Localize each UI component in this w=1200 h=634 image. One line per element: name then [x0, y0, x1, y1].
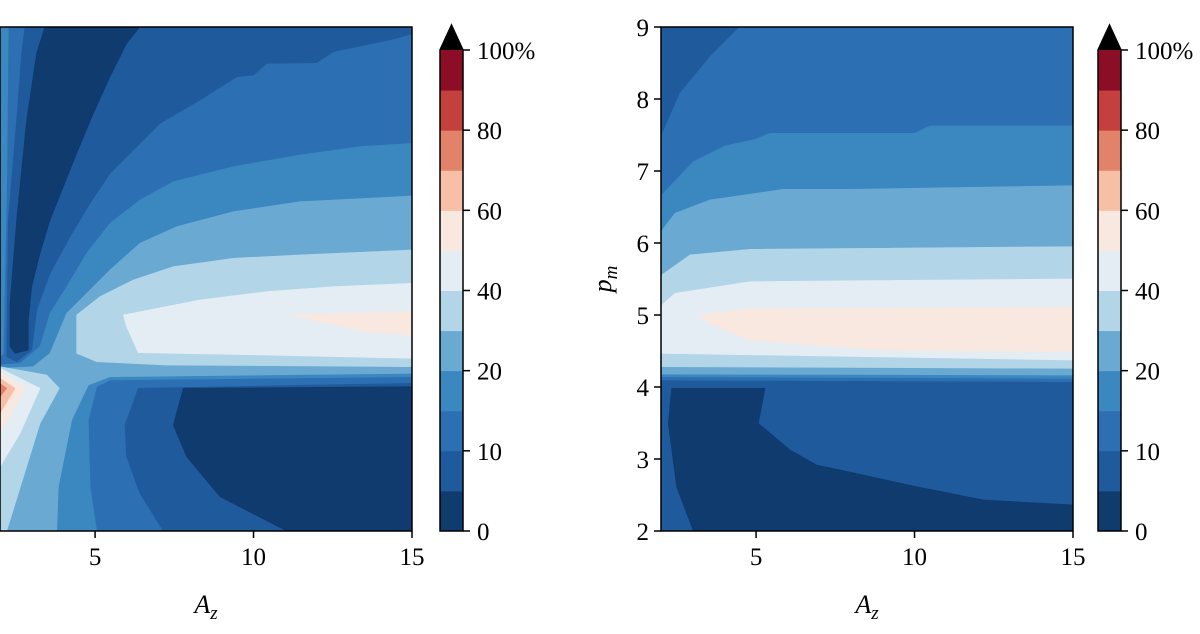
colorbar-segment-80-90: [1098, 90, 1121, 131]
colorbar-tick-label: 60: [1135, 198, 1160, 225]
colorbar-tick-label: 10: [1135, 439, 1160, 466]
y-tick-label: 2: [637, 519, 650, 546]
colorbar-segment-5-10: [440, 450, 463, 492]
colorbar-tick-label: 0: [1135, 519, 1148, 546]
colorbar-segment-5-10: [1098, 450, 1121, 492]
x-tick-label: 15: [400, 544, 425, 571]
y-tick-label: 8: [637, 87, 650, 114]
colorbar-segment-30-40: [440, 290, 463, 332]
colorbar-segment-0-5: [440, 490, 463, 532]
colorbar-tick-label: 20: [1135, 359, 1160, 386]
colorbar-segment-15-20: [1098, 370, 1121, 412]
colorbar-tick-label: 10: [477, 439, 502, 466]
x-tick-label: 10: [902, 544, 927, 571]
contour-band-0-5: [172, 386, 412, 531]
colorbar-segment-0-5: [1098, 490, 1121, 532]
colorbar-segment-90-100: [440, 50, 463, 91]
colorbar-segment-50-60: [440, 210, 463, 251]
colorbar-tick-label: 20: [477, 359, 502, 386]
contour-band-0-5: [667, 388, 1073, 531]
y-tick-label: 4: [637, 375, 650, 402]
colorbar-segment-40-50: [1098, 250, 1121, 291]
colorbar-extend-triangle: [440, 25, 463, 50]
colorbar-tick-label: 0: [477, 519, 490, 546]
x-axis-label: Az: [853, 590, 879, 624]
y-tick-label: 6: [637, 231, 650, 258]
contour-band-5-10: [6, 27, 412, 363]
colorbar-tick-label: 40: [477, 279, 502, 306]
colorbar-segment-70-80: [440, 130, 463, 171]
colorbar-segment-10-15: [1098, 410, 1121, 452]
colorbar-segment-80-90: [440, 90, 463, 131]
plot-frame: [660, 26, 1074, 532]
colorbar-segment-20-30: [440, 330, 463, 372]
contour-band-50-60: [697, 306, 1073, 353]
x-tick-label: 10: [241, 544, 266, 571]
colorbar-tick-label: 80: [477, 118, 502, 145]
colorbar-segment-30-40: [1098, 290, 1121, 332]
colorbar-tick-label: 80: [1135, 118, 1160, 145]
x-tick-label: 15: [1061, 544, 1086, 571]
colorbar-segment-10-15: [440, 410, 463, 452]
colorbar-segment-70-80: [1098, 130, 1121, 171]
colorbar-segment-90-100: [1098, 50, 1121, 91]
colorbar-tick-label: 100%: [477, 38, 535, 65]
left-contour-panel: 5 10 15 Az: [0, 26, 425, 624]
y-tick-label: 5: [637, 303, 650, 330]
left-colorbar: 0 10 20 40 60 80 100%: [439, 23, 535, 546]
right-colorbar: 0 10 20 40 60 80 100%: [1097, 23, 1193, 546]
colorbar-segment-20-30: [1098, 330, 1121, 372]
y-tick-label: 3: [637, 447, 650, 474]
colorbar-tick-label: 60: [477, 198, 502, 225]
colorbar-segment-15-20: [440, 370, 463, 412]
x-tick-label: 5: [89, 544, 102, 571]
y-tick-label: 9: [637, 15, 650, 42]
contour-band-15-20: [0, 27, 9, 358]
colorbar-extend-triangle: [1098, 25, 1121, 50]
colorbar-tick-label: 100%: [1135, 38, 1193, 65]
colorbar-tick-label: 40: [1135, 279, 1160, 306]
plot-frame: [0, 26, 413, 532]
right-contour-panel: 5 10 15 2 3 4 5 6 7 8 9 Az pm: [588, 15, 1086, 624]
contour-band-0-5: [9, 27, 141, 354]
contour-band-70-80: [0, 382, 8, 398]
colorbar-segment-60-70: [440, 170, 463, 211]
x-tick-label: 5: [750, 544, 763, 571]
colorbar-segment-60-70: [1098, 170, 1121, 211]
contour-band-40-50: [122, 283, 412, 359]
colorbar-segment-40-50: [440, 250, 463, 291]
x-axis-label: Az: [192, 590, 218, 624]
y-axis-label: pm: [588, 266, 622, 295]
contour-band-50-60: [289, 311, 412, 336]
colorbar-segment-50-60: [1098, 210, 1121, 251]
y-tick-label: 7: [637, 159, 650, 186]
